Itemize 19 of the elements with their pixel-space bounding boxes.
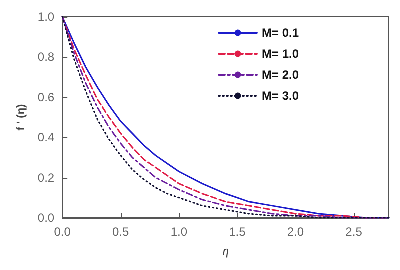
x-tick-label: 0.5 [112,225,130,239]
x-axis-title: η [222,243,230,258]
x-tick-label: 2.0 [287,225,304,239]
y-tick-label: 0.8 [38,50,55,64]
legend-label: M= 0.1 [262,26,300,40]
y-tick-label: 0.2 [38,170,55,185]
x-tick-label: 0.0 [54,225,72,239]
y-tick-label: 1.0 [38,10,55,24]
y-axis-title: f ' (η) [16,104,28,131]
y-tick-label: 0.0 [38,211,55,225]
y-tick-label: 0.4 [38,130,55,145]
x-tick-label: 2.5 [346,225,363,239]
x-tick-label: 1.0 [170,225,188,239]
x-tick-label: 1.5 [229,225,246,239]
y-tick-label: 0.6 [38,90,55,104]
legend-label: M= 1.0 [262,47,300,61]
line-series [62,16,390,219]
legend-label: M= 3.0 [262,89,300,103]
legend-label: M= 2.0 [262,68,300,82]
